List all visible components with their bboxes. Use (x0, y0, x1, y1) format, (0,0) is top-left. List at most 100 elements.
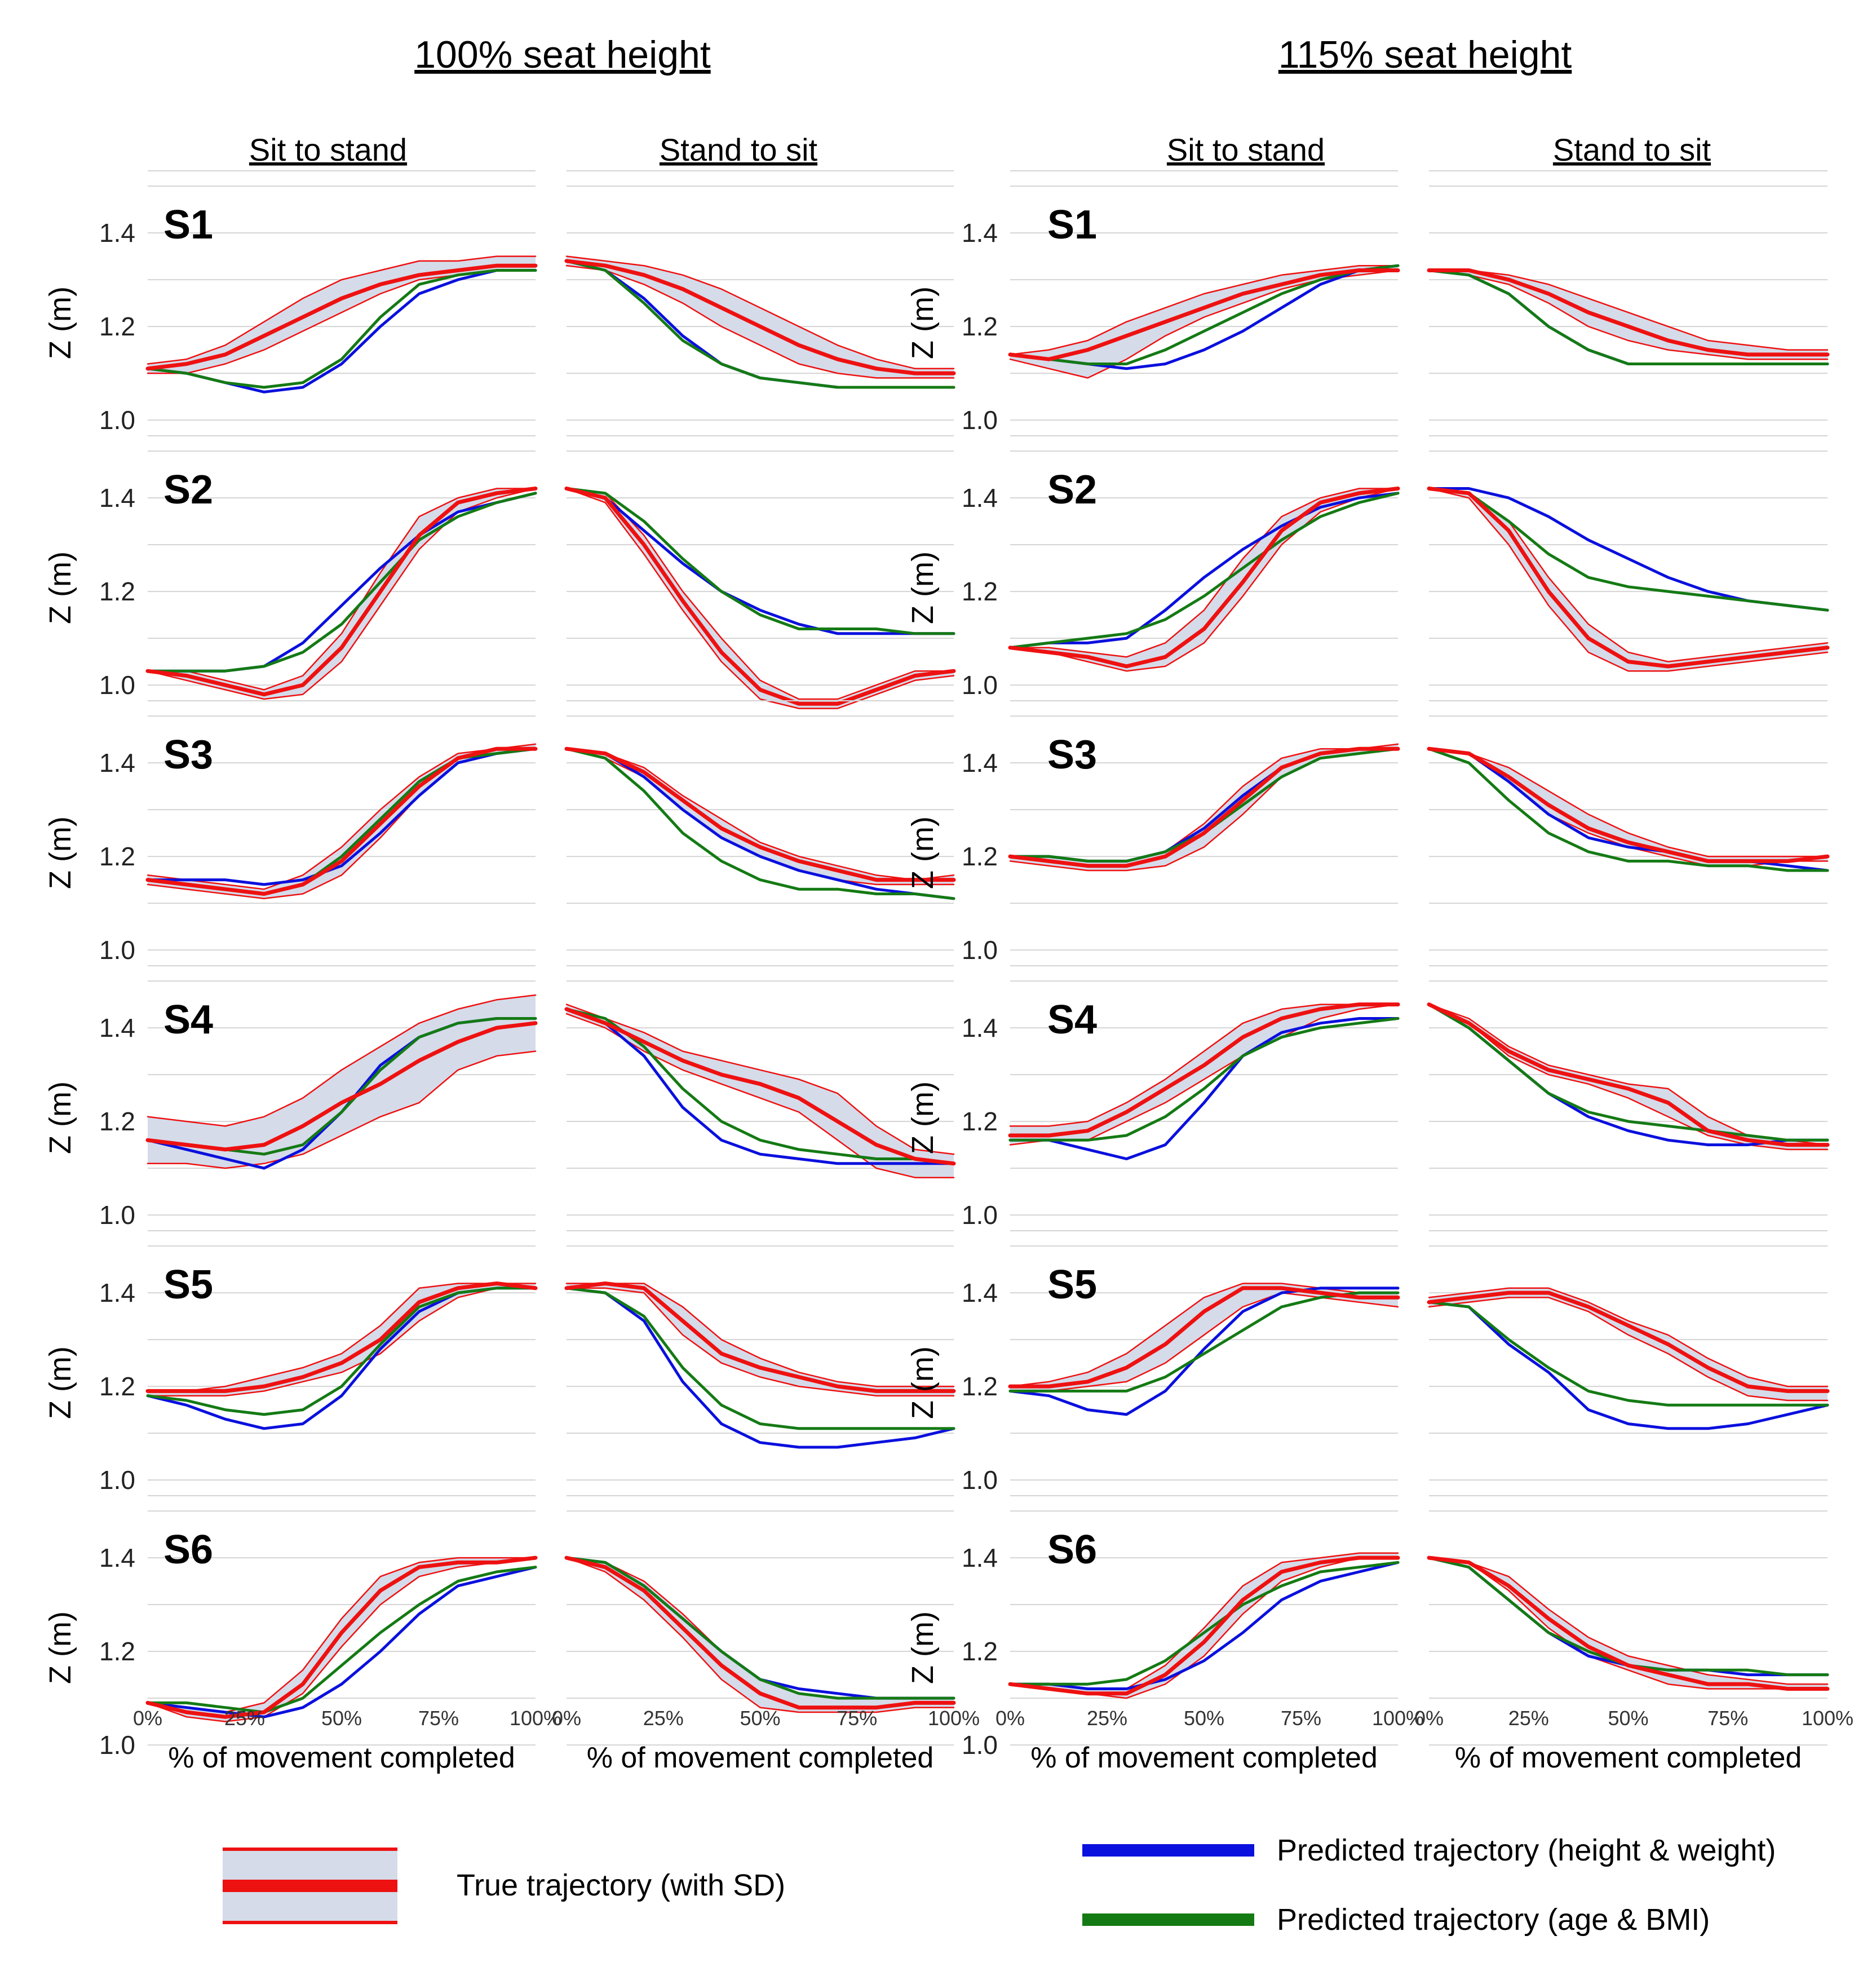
sd-lower-line (565, 488, 955, 709)
predicted-hw-line (1008, 1561, 1400, 1690)
x-tick-label: 75% (837, 1707, 877, 1730)
predicted-hw-line (1008, 1017, 1400, 1160)
y-axis-label: Z (m) (43, 1611, 77, 1684)
predicted-hw-line (1427, 1301, 1829, 1430)
y-tick-label: 1.2 (962, 312, 998, 341)
sd-upper-line (1009, 488, 1399, 658)
sd-upper-line (1428, 269, 1829, 351)
y-axis-label: Z (m) (906, 816, 940, 889)
y-axis-label: Z (m) (43, 1081, 77, 1154)
y-tick-label: 1.0 (99, 1200, 135, 1230)
sd-upper-line (147, 255, 537, 365)
y-axis-label: Z (m) (43, 286, 77, 359)
predicted-ab-line (146, 1566, 537, 1714)
true-line (564, 487, 956, 706)
y-axis-label: Z (m) (906, 286, 940, 359)
sd-band (1010, 1553, 1398, 1699)
col-title-1: Sit to stand (249, 132, 407, 167)
true-line (145, 1555, 538, 1719)
predicted-ab-line (146, 492, 537, 673)
true-line (1427, 1290, 1830, 1393)
x-tick-label: 50% (321, 1707, 362, 1730)
subject-label-s5: S5 (163, 1262, 213, 1307)
y-axis-label: Z (m) (43, 1346, 77, 1419)
true-line (1008, 1286, 1400, 1389)
true-line (564, 1281, 956, 1393)
true-line (145, 1021, 538, 1152)
y-tick-label: 1.4 (99, 1278, 135, 1307)
y-tick-label: 1.2 (99, 1637, 135, 1666)
panel-s2-1 (145, 435, 538, 700)
panel-s1-2 (564, 170, 956, 421)
panel-s1-4 (1427, 170, 1830, 421)
x-axis-label: % of movement completed (168, 1742, 515, 1774)
sd-lower-line (147, 1557, 537, 1722)
panel-s4-2 (564, 965, 956, 1216)
y-tick-label: 1.4 (99, 748, 135, 777)
y-tick-label: 1.4 (99, 218, 135, 248)
sd-upper-line (1009, 1552, 1399, 1690)
panel-s5-3 (1008, 1230, 1400, 1481)
col-title-3: Sit to stand (1167, 132, 1325, 167)
panel-s1-3 (1008, 170, 1400, 421)
x-tick-label: 100% (510, 1707, 561, 1730)
sd-upper-line (565, 255, 955, 370)
x-tick-label: 100% (928, 1707, 980, 1730)
legend-true-label: True trajectory (with SD) (457, 1868, 785, 1902)
true-line (145, 746, 538, 896)
y-axis-label: Z (m) (906, 1611, 940, 1684)
sd-lower-line (1428, 1004, 1829, 1151)
true-line (564, 1007, 956, 1166)
sd-band (567, 1558, 954, 1712)
sd-band (1429, 488, 1828, 671)
sd-lower-line (147, 488, 537, 700)
y-tick-label: 1.4 (962, 1543, 998, 1572)
legend-hw-label: Predicted trajectory (height & weight) (1277, 1833, 1776, 1867)
sd-upper-line (565, 1004, 955, 1155)
predicted-ab-line (1008, 492, 1400, 649)
x-tick-label: 25% (643, 1707, 684, 1730)
predicted-ab-line (1008, 1017, 1400, 1142)
predicted-hw-line (1008, 492, 1400, 649)
y-tick-label: 1.0 (962, 1730, 998, 1760)
subject-label-s5: S5 (1047, 1262, 1097, 1307)
panel-s5-1 (145, 1230, 538, 1481)
sd-lower-line (1428, 1297, 1829, 1402)
true-line (1008, 1002, 1400, 1138)
sd-upper-line (565, 1283, 955, 1387)
true-line (1008, 1555, 1400, 1696)
predicted-hw-line (565, 487, 955, 635)
sd-lower-line (565, 264, 955, 379)
sd-upper-line (147, 994, 537, 1127)
subject-label-s4: S4 (163, 997, 213, 1042)
sd-upper-line (147, 1283, 537, 1392)
panel-s4-4 (1427, 965, 1830, 1216)
sd-upper-line (1009, 1004, 1399, 1127)
subject-label-s6: S6 (163, 1527, 213, 1572)
predicted-hw-line (565, 1287, 955, 1449)
y-tick-label: 1.4 (99, 1543, 135, 1572)
true-line (564, 746, 956, 882)
true-line (1427, 1555, 1830, 1691)
y-tick-label: 1.0 (99, 670, 135, 700)
sd-upper-line (1428, 1287, 1829, 1387)
y-tick-label: 1.4 (962, 748, 998, 777)
y-tick-label: 1.4 (962, 483, 998, 512)
panel-s6-1 (145, 1495, 538, 1746)
panel-s3-1 (145, 700, 538, 951)
sd-lower-line (1428, 1557, 1829, 1690)
x-tick-label: 100% (1802, 1707, 1853, 1730)
sd-band (1010, 488, 1398, 671)
row-labels: S1 S11.01.21.41.01.21.4Z (m) Z (m)S2 S21.01… (43, 202, 1097, 1760)
y-tick-label: 1.2 (99, 842, 135, 871)
true-line (1008, 487, 1400, 669)
sd-lower-line (147, 1050, 537, 1169)
y-tick-label: 1.0 (962, 1200, 998, 1230)
sd-upper-line (147, 488, 537, 691)
group-title-115: 115% seat height (1278, 33, 1572, 76)
x-tick-label: 50% (740, 1707, 780, 1730)
predicted-ab-line (1427, 1003, 1829, 1142)
predicted-ab-line (565, 747, 955, 900)
y-tick-label: 1.2 (962, 1637, 998, 1666)
x-tick-label: 25% (1508, 1707, 1549, 1730)
